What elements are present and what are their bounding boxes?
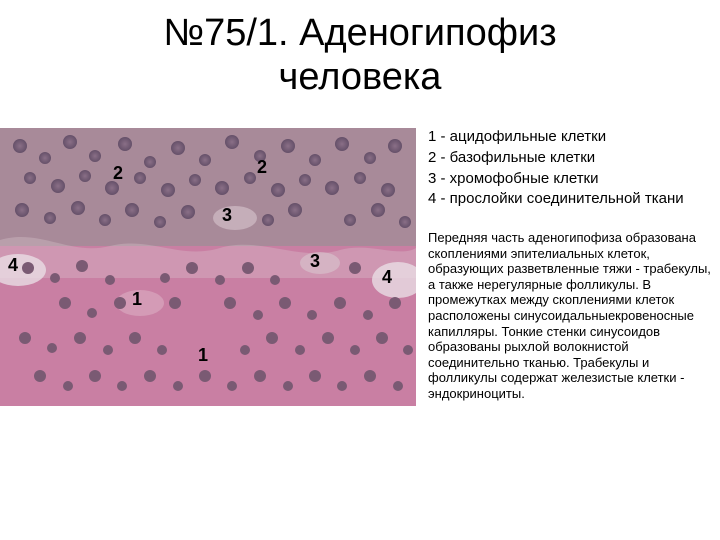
histology-image: 2 2 3 3 4 4 1 1 xyxy=(0,128,416,406)
legend-list: 1 - ацидофильные клетки 2 - базофильные … xyxy=(428,128,720,211)
description-text: Передняя часть аденогипофиза образована … xyxy=(428,230,714,402)
slide: №75/1. Аденогипофиз человека xyxy=(0,0,720,540)
histo-label-2a: 2 xyxy=(113,164,123,182)
legend-item-3: 3 - хромофобные клетки xyxy=(428,170,720,189)
histo-label-4b: 4 xyxy=(382,268,392,286)
histo-label-4a: 4 xyxy=(8,256,18,274)
histo-label-3b: 3 xyxy=(310,252,320,270)
legend-item-4: 4 - прослойки соединительной ткани xyxy=(428,190,720,209)
legend-item-1: 1 - ацидофильные клетки xyxy=(428,128,720,147)
histo-label-1a: 1 xyxy=(132,290,142,308)
histo-label-1b: 1 xyxy=(198,346,208,364)
histo-label-2b: 2 xyxy=(257,158,267,176)
histo-label-3a: 3 xyxy=(222,206,232,224)
slide-title: №75/1. Аденогипофиз человека xyxy=(0,12,720,99)
histology-svg xyxy=(0,128,416,406)
legend-item-2: 2 - базофильные клетки xyxy=(428,149,720,168)
